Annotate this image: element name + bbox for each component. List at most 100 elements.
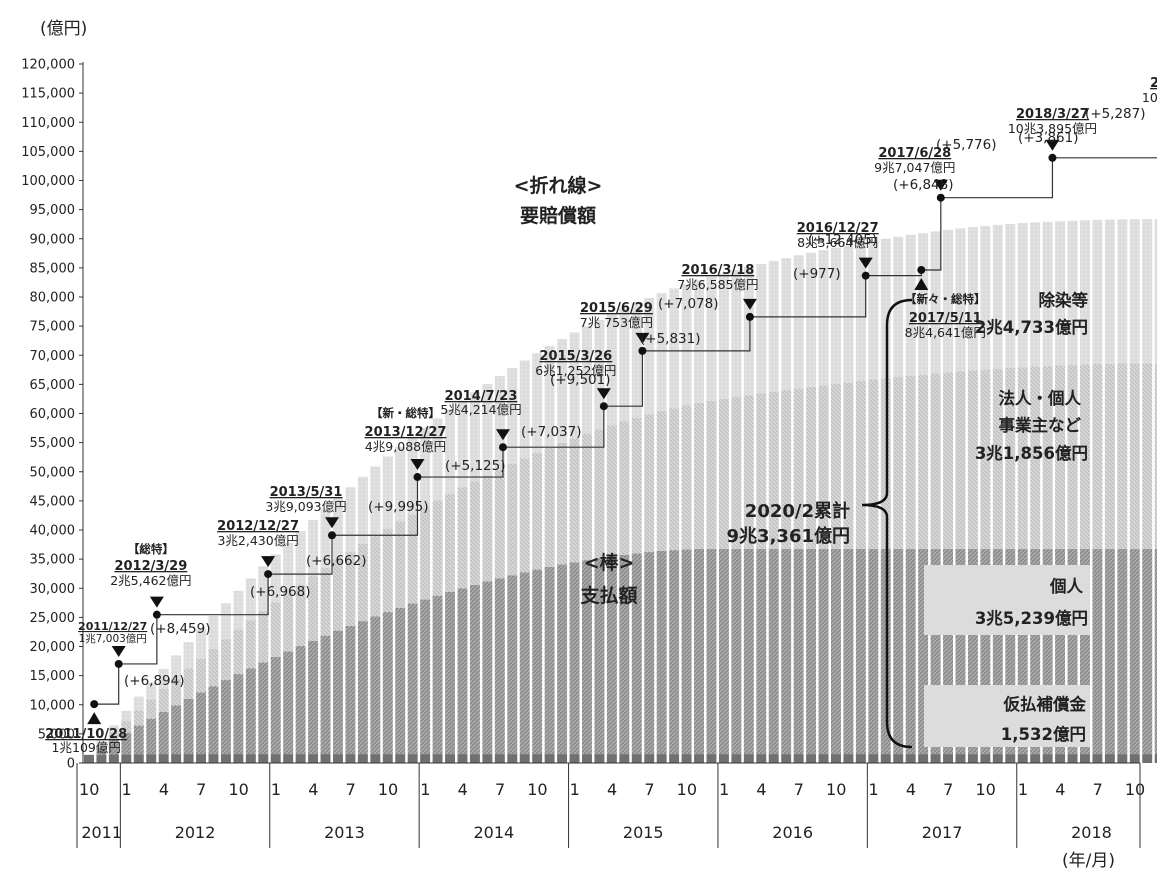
x-year-label: 2018 [1071, 823, 1112, 842]
bar-segment [171, 678, 182, 706]
bar-segment [569, 754, 580, 763]
data-point [413, 473, 422, 482]
bar-segment [333, 497, 343, 560]
event-date: 2016/3/18 [681, 263, 754, 278]
x-year-label: 2013 [324, 823, 365, 842]
bar-segment [818, 250, 829, 386]
event-amount: 1兆109億円 [52, 740, 121, 755]
bar-segment [208, 616, 219, 649]
bar-segment [918, 374, 929, 549]
bar-segment [718, 273, 729, 399]
y-tick-label: 70,000 [30, 349, 76, 364]
individual-label: 個人 [1049, 576, 1084, 596]
x-year-label: 2015 [623, 823, 664, 842]
bar-segment [395, 754, 406, 763]
bar-segment [893, 236, 904, 377]
bar-segment [557, 442, 568, 565]
bar-segment [457, 487, 468, 589]
bar-segment [1154, 548, 1157, 755]
y-tick-label: 30,000 [30, 582, 76, 597]
bar-segment [731, 754, 742, 763]
bar-segment [283, 593, 294, 652]
y-tick-label: 115,000 [21, 87, 75, 102]
bar-segment [345, 487, 356, 552]
event-date: 2012/12/27 [217, 519, 299, 534]
event-tag: 【新々・総特】 [905, 292, 986, 306]
data-point [917, 265, 926, 274]
y-tick-label: 105,000 [21, 145, 75, 160]
bar-segment [544, 754, 555, 763]
bar-segment [245, 754, 256, 763]
bar-segment [1104, 219, 1115, 364]
bar-segment [1104, 754, 1115, 763]
x-year-label: 2016 [772, 823, 813, 842]
bar-segment [345, 754, 356, 763]
bar-segment [1055, 548, 1066, 755]
bar-segment [1104, 363, 1115, 549]
data-point [90, 700, 99, 709]
bar-segment [955, 371, 966, 549]
bar-segment [469, 584, 480, 755]
bar-segment [258, 566, 269, 612]
event-amount: 1兆7,003億円 [79, 632, 147, 645]
bar-segment [308, 519, 319, 577]
bar-segment [1129, 548, 1140, 755]
bar-segment [320, 567, 331, 636]
marker-down-triangle [858, 257, 873, 269]
bar-segment [320, 635, 331, 755]
bar-segment [967, 227, 978, 371]
bar-segment [706, 548, 717, 755]
bar-segment [370, 466, 381, 537]
bar-segment [868, 754, 879, 763]
bar-segment [345, 551, 356, 626]
y-tick-label: 5,000 [38, 727, 75, 742]
event-date: 2016/12/27 [797, 221, 879, 236]
bar-segment [233, 590, 244, 630]
increment-label: (+6,848) [893, 177, 954, 193]
bar-segment [1092, 548, 1103, 755]
bar-segment [146, 718, 157, 755]
bar-segment [681, 549, 692, 755]
event-amount: 6兆1,252億円 [535, 363, 616, 378]
bar-segment [370, 536, 381, 617]
bar-segment [694, 548, 704, 755]
data-point [498, 443, 507, 452]
bar-segment [868, 240, 879, 380]
y-tick-label: 50,000 [30, 465, 76, 480]
bar-segment [507, 368, 518, 464]
bar-segment [519, 360, 530, 459]
bar-segment [943, 229, 953, 373]
bar-segment [482, 384, 493, 476]
bar-segment [158, 754, 169, 763]
bar-segment [1092, 364, 1103, 549]
bar-segment [930, 754, 941, 763]
bar-segment [606, 314, 617, 426]
x-year-label: 2011 [81, 823, 122, 842]
bar-segment [308, 754, 319, 763]
bar-segment [544, 346, 555, 448]
bar-segment [1129, 219, 1140, 364]
bar-segment [507, 754, 518, 763]
bar-segment [631, 417, 642, 554]
bar-segment [619, 554, 630, 755]
bar-segment [382, 456, 393, 529]
bar-segment [631, 754, 642, 763]
x-tick-label: 4 [308, 780, 318, 799]
bar-segment [781, 258, 792, 391]
bar-segment [594, 754, 605, 763]
bar-segment [681, 754, 692, 763]
bar-segment [855, 242, 866, 381]
x-tick-label: 10 [677, 780, 697, 799]
event-date: 2011/12/27 [78, 620, 147, 633]
bar-segment [1017, 548, 1028, 755]
marker-down-triangle [111, 645, 126, 657]
y-tick-label: 10,000 [30, 698, 76, 713]
marker-up-triangle [87, 712, 102, 725]
event-amount: 10兆9,672億円 [1142, 90, 1157, 105]
bar-segment [557, 754, 568, 763]
x-axis-unit: (年/月) [1062, 851, 1115, 871]
event-amount: 4兆9,088億円 [365, 439, 446, 454]
y-tick-label: 120,000 [21, 58, 75, 73]
event-amount: 8兆4,641億円 [905, 325, 986, 340]
event-amount: 7兆 753億円 [580, 315, 653, 330]
